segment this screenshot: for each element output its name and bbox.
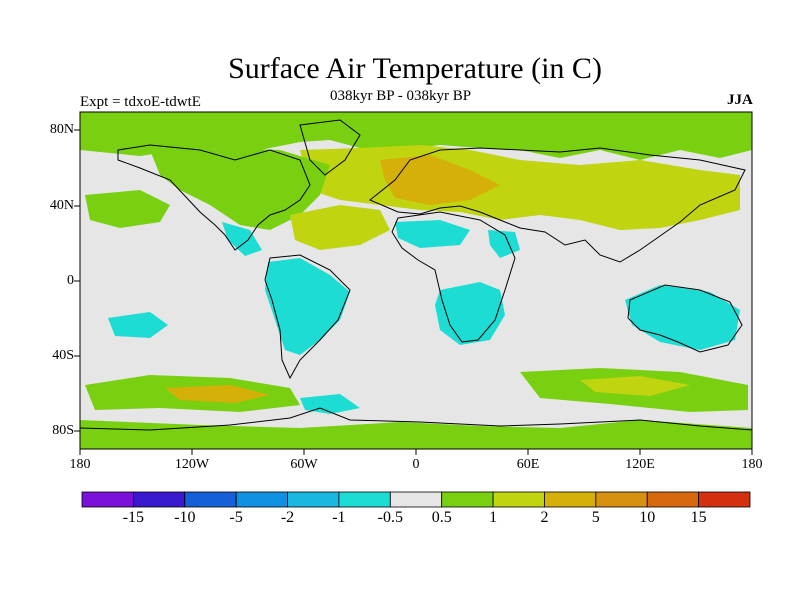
map-subtitle: 038kyr BP - 038kyr BP	[330, 88, 472, 104]
lon-tick-label: 180	[741, 457, 763, 472]
colorbar-tick-label: 2	[540, 509, 549, 526]
colorbar-tick-label: 10	[639, 509, 656, 526]
lat-tick-label: 40S	[52, 348, 74, 363]
colorbar-swatch	[646, 491, 700, 508]
lat-tick-label: 80S	[52, 423, 74, 438]
colorbar-swatch	[81, 491, 134, 508]
colorbar-swatch	[235, 491, 288, 508]
field-region-north-africa	[395, 220, 470, 248]
colorbar-swatch	[287, 491, 340, 508]
colorbar-swatch	[698, 491, 751, 508]
field-region-north-pacific	[85, 190, 170, 228]
field-region-southern-ocean-core	[165, 385, 270, 403]
lat-tick-label: 40N	[49, 198, 74, 213]
colorbar-tick-label: -1	[332, 509, 346, 526]
colorbar-tick-label: -15	[122, 509, 145, 526]
colorbar-swatch	[132, 491, 186, 508]
colorbar-tick-label: -2	[280, 509, 295, 526]
field-region-south-pacific	[108, 312, 168, 338]
coast-north-america	[117, 144, 311, 251]
lon-tick-label: 120E	[625, 457, 655, 472]
field-region-southern-ocean-core-2	[580, 376, 690, 396]
lon-tick-label: 180	[69, 457, 91, 472]
coast-eurasia	[369, 147, 746, 263]
field-region-antarctic	[80, 420, 752, 449]
field-region-eurasia-core	[380, 155, 500, 205]
colorbar-swatch	[184, 491, 237, 508]
lon-tick-label: 0	[412, 457, 420, 472]
colorbar-tick-label: 1	[489, 509, 498, 526]
colorbar-tick-label: 0.5	[431, 509, 452, 526]
colorbar-swatch	[389, 491, 443, 508]
colorbar-tick-label: -10	[174, 509, 196, 526]
map-title: Surface Air Temperature (in C)	[228, 52, 602, 85]
field-region-central-america	[222, 222, 262, 256]
colorbar-tick-label: -5	[229, 509, 243, 526]
colorbar-swatch	[595, 491, 648, 508]
lon-tick-label: 60W	[290, 457, 318, 472]
colorbar-swatch	[441, 491, 494, 508]
coastlines	[79, 119, 753, 431]
coast-greenland	[299, 119, 361, 176]
coast-antarctica	[79, 407, 753, 431]
field-region-north-atlantic	[290, 205, 390, 250]
colorbar-tick-label: 15	[690, 509, 707, 526]
colorbar	[81, 491, 751, 508]
coast-south-america	[264, 254, 351, 380]
colorbar-tick-label: 5	[591, 509, 600, 526]
lat-tick-label: 80N	[49, 122, 74, 137]
lon-tick-label: 120W	[174, 457, 210, 472]
season-label: JJA	[727, 92, 753, 108]
field-region-siberia	[540, 172, 690, 215]
colorbar-tick-label: -0.5	[377, 509, 403, 526]
map-field	[80, 112, 752, 449]
colorbar-swatch	[544, 491, 597, 508]
colorbar-swatch	[338, 491, 391, 508]
lat-tick-label: 0	[67, 273, 74, 288]
coast-africa	[391, 211, 516, 343]
lon-tick-label: 60E	[516, 457, 540, 472]
field-region-arctic	[80, 112, 752, 160]
axis-tick-marks	[74, 129, 753, 455]
field-region-antarctic-cool	[300, 394, 360, 414]
coast-australia	[627, 284, 743, 353]
colorbar-swatch	[492, 491, 545, 508]
experiment-label: Expt = tdxoE-tdwtE	[80, 94, 201, 110]
